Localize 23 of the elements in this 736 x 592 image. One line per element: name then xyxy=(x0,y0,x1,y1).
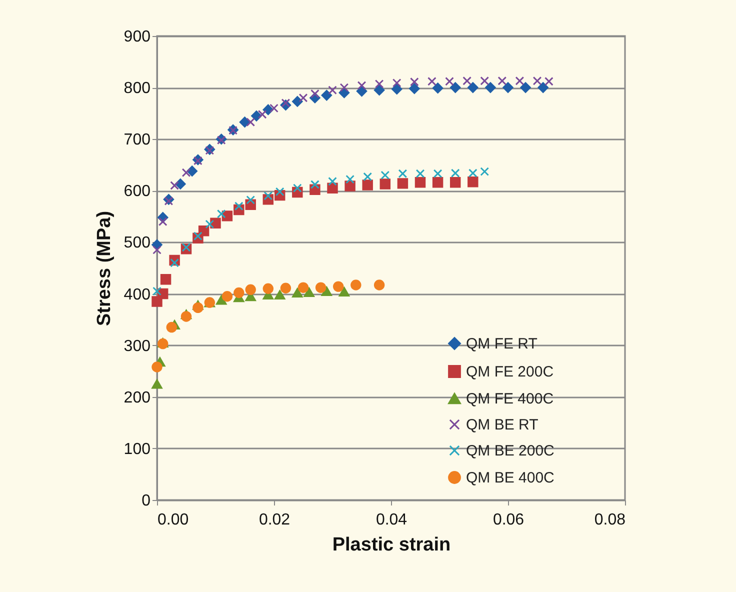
legend-label: QM BE 400C xyxy=(466,470,555,486)
legend-label: QM BE RT xyxy=(466,416,538,434)
x-axis-title: Plastic strain xyxy=(332,534,451,556)
legend-label: QM FE 400C xyxy=(466,390,554,408)
x-tick-label: 0.04 xyxy=(376,512,408,528)
y-axis-title: Stress (MPa) xyxy=(94,210,115,326)
y-tick-label: 400 xyxy=(124,286,151,304)
x-tick-label: 0.06 xyxy=(492,512,524,528)
y-tick-label: 600 xyxy=(124,183,151,200)
x-tick-label: 0.00 xyxy=(158,512,189,528)
y-tick-label: 700 xyxy=(124,132,151,149)
y-tick-label: 200 xyxy=(124,389,151,406)
x-tick-label: 0.08 xyxy=(594,512,626,528)
y-tick-label: 0 xyxy=(142,492,151,510)
y-tick-label: 900 xyxy=(124,28,151,46)
legend-label: QM FE 200C xyxy=(466,364,554,380)
legend-label: QM FE RT xyxy=(466,336,538,352)
y-tick-label: 500 xyxy=(124,234,151,252)
y-tick-label: 800 xyxy=(124,80,151,98)
legend-label: QM BE 200C xyxy=(466,442,555,460)
y-tick-label: 300 xyxy=(124,338,151,355)
y-tick-label: 100 xyxy=(124,440,151,458)
x-tick-label: 0.02 xyxy=(258,512,290,528)
